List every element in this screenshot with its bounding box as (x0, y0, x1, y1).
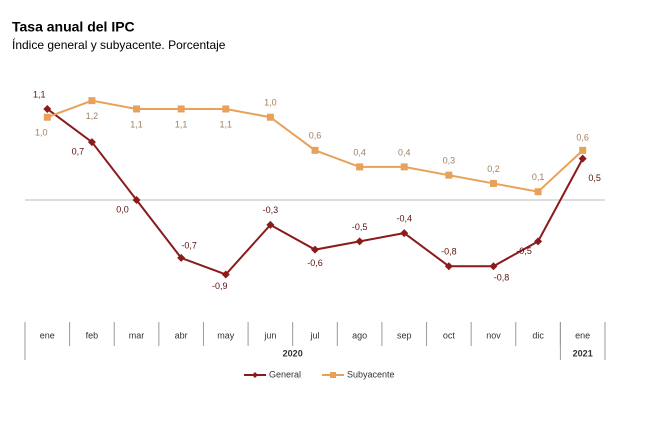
x-tick-label: may (217, 330, 235, 340)
point-marker (489, 179, 497, 187)
point-marker (43, 104, 52, 113)
data-label: 1,1 (220, 119, 233, 129)
data-label: 0,6 (309, 131, 322, 141)
point-marker (400, 229, 409, 238)
x-tick-label: ago (352, 330, 367, 340)
data-label: 0,5 (588, 173, 601, 183)
data-label: -0,6 (307, 258, 323, 268)
data-label: -0,5 (516, 246, 532, 256)
data-label: 0,7 (72, 146, 85, 156)
point-marker (578, 154, 587, 163)
data-label: 0,0 (116, 204, 129, 214)
data-label: 1,2 (86, 111, 99, 121)
point-marker (221, 270, 230, 279)
point-marker (579, 146, 587, 154)
data-label: -0,8 (494, 273, 510, 283)
point-marker (87, 138, 96, 147)
chart-subtitle: Índice general y subyacente. Porcentaje (12, 37, 226, 52)
point-marker (222, 105, 230, 113)
point-marker (311, 146, 319, 154)
x-tick-label: sep (397, 330, 412, 340)
point-marker (400, 163, 408, 171)
point-marker (177, 105, 185, 113)
point-marker (489, 262, 498, 271)
legend-label: General (269, 369, 301, 379)
point-marker (266, 220, 275, 229)
point-marker (177, 253, 186, 262)
x-tick-label: dic (532, 330, 544, 340)
x-tick-label: abr (175, 330, 188, 340)
data-label: -0,5 (352, 222, 368, 232)
data-label: 1,1 (130, 119, 143, 129)
x-tick-label: mar (129, 330, 145, 340)
chart-title: Tasa anual del IPC (12, 19, 135, 35)
x-tick-label: feb (86, 330, 99, 340)
data-label: -0,7 (181, 240, 197, 250)
point-marker (355, 237, 364, 246)
point-marker (445, 171, 453, 179)
data-label: 1,1 (175, 119, 188, 129)
data-label: -0,4 (396, 213, 412, 223)
x-tick-label: oct (443, 330, 456, 340)
data-label: 0,3 (443, 156, 456, 166)
data-label: 0,4 (398, 147, 411, 157)
point-marker (356, 163, 364, 171)
data-label: -0,8 (441, 247, 457, 257)
legend-marker (252, 372, 258, 378)
point-marker (444, 262, 453, 271)
data-label: 1,1 (33, 89, 46, 99)
data-label: 0,4 (353, 147, 366, 157)
series-line (46, 99, 584, 193)
point-marker (43, 113, 51, 121)
data-label: 0,6 (576, 133, 589, 143)
data-label: -0,3 (263, 205, 279, 215)
legend-marker (330, 372, 336, 378)
point-marker (88, 97, 96, 105)
point-marker (132, 196, 141, 204)
data-label: 0,1 (532, 172, 545, 182)
point-marker (534, 237, 543, 246)
legend-label: Subyacente (347, 369, 395, 379)
x-tick-label: jul (309, 330, 319, 340)
x-group-label: 2021 (573, 348, 593, 358)
x-tick-label: ene (40, 330, 55, 340)
x-tick-label: ene (575, 330, 590, 340)
point-marker (133, 105, 141, 113)
point-marker (311, 245, 319, 254)
point-marker (266, 113, 274, 121)
data-label: 0,2 (487, 164, 500, 174)
data-label: 1,0 (264, 98, 277, 108)
data-label: 1,0 (35, 128, 48, 138)
point-marker (534, 188, 542, 196)
data-label: -0,9 (212, 281, 228, 291)
x-tick-label: jun (263, 330, 276, 340)
x-group-label: 2020 (283, 348, 303, 358)
x-tick-label: nov (486, 330, 501, 340)
